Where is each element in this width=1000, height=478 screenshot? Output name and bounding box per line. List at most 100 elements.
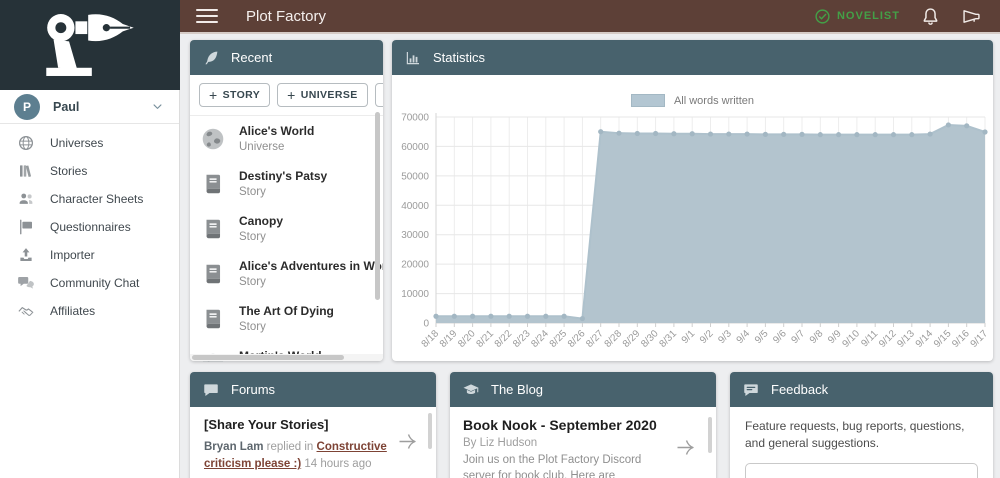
svg-text:8/24: 8/24 [529, 328, 551, 350]
svg-text:8/19: 8/19 [438, 328, 460, 350]
feedback-panel-header: Feedback [730, 372, 993, 407]
globe-solid-icon [200, 126, 226, 152]
recent-item-type: Universe [239, 141, 285, 153]
user-menu[interactable]: P Paul [0, 90, 179, 124]
svg-text:8/30: 8/30 [639, 328, 661, 350]
legend-label: All words written [673, 94, 755, 107]
handshake-icon [17, 302, 35, 320]
svg-text:8/18: 8/18 [420, 328, 442, 350]
feedback-input[interactable] [745, 462, 978, 478]
svg-text:8/29: 8/29 [621, 328, 643, 350]
recent-item[interactable]: Alice's Adventures in Won… Story [190, 251, 383, 296]
recent-item-title: Alice's World [239, 124, 315, 138]
page-title: Plot Factory [246, 7, 327, 25]
notifications-bell-icon[interactable] [920, 6, 941, 27]
import-button[interactable]: IMPORT [374, 83, 383, 107]
forum-author: Bryan Lam [204, 441, 264, 453]
blog-arrow-icon[interactable] [674, 435, 698, 459]
sidebar-item-affiliates[interactable]: Affiliates [0, 297, 179, 325]
blog-post[interactable]: Book Nook - September 2020 By Liz Hudson… [450, 407, 716, 478]
svg-text:9/7: 9/7 [790, 328, 808, 346]
sidebar-nav: Universes Stories Character Sheets Quest… [0, 124, 179, 325]
avatar: P [14, 93, 40, 120]
sidebar: P Paul Universes Stories Character Sheet… [0, 0, 180, 478]
sidebar-item-importer[interactable]: Importer [0, 241, 179, 269]
svg-text:8/26: 8/26 [566, 328, 588, 350]
check-circle-icon [814, 8, 831, 25]
sidebar-item-questionnaires[interactable]: Questionnaires [0, 213, 179, 241]
forums-panel-header: Forums [190, 372, 436, 407]
pen-machine-logo-icon [46, 14, 134, 76]
blog-panel-title: The Blog [491, 382, 544, 397]
plan-badge[interactable]: NOVELIST [814, 8, 900, 25]
new-universe-button[interactable]: + UNIVERSE [277, 83, 368, 107]
recent-actions: + STORY + UNIVERSE IMPORT [190, 75, 383, 116]
svg-text:8/20: 8/20 [456, 328, 478, 350]
statistics-panel-title: Statistics [433, 50, 486, 65]
svg-text:9/6: 9/6 [771, 328, 789, 346]
forum-arrow-icon[interactable] [396, 429, 420, 453]
svg-text:9/1: 9/1 [680, 328, 698, 346]
blog-panel-header: The Blog [450, 372, 716, 407]
svg-text:8/28: 8/28 [603, 328, 625, 350]
sidebar-item-label: Questionnaires [50, 220, 131, 234]
svg-text:9/14: 9/14 [914, 328, 936, 350]
svg-text:8/23: 8/23 [511, 328, 533, 350]
recent-item[interactable]: Canopy Story [190, 206, 383, 251]
sidebar-item-label: Universes [50, 136, 104, 150]
globe-icon [17, 134, 35, 152]
recent-item[interactable]: Destiny's Patsy Story [190, 161, 383, 206]
recent-list: Alice's World Universe Destiny's Patsy S… [190, 116, 383, 362]
speech-bubble-icon [202, 381, 220, 399]
sidebar-item-community-chat[interactable]: Community Chat [0, 269, 179, 297]
book-icon [200, 171, 226, 197]
svg-text:30000: 30000 [401, 230, 429, 241]
svg-text:9/16: 9/16 [950, 328, 972, 350]
forum-time: 14 hours ago [304, 458, 372, 471]
svg-text:8/21: 8/21 [474, 328, 496, 350]
sidebar-item-character-sheets[interactable]: Character Sheets [0, 185, 179, 213]
statistics-panel-header: Statistics [392, 40, 993, 75]
forum-post[interactable]: [Share Your Stories] Bryan Lam replied i… [190, 407, 436, 478]
svg-text:9/3: 9/3 [716, 328, 734, 346]
people-icon [17, 190, 35, 208]
svg-text:9/12: 9/12 [877, 328, 899, 350]
recent-item[interactable]: The Art Of Dying Story [190, 296, 383, 341]
recent-item-type: Story [239, 321, 266, 333]
announcements-megaphone-icon[interactable] [961, 6, 982, 27]
sidebar-item-universes[interactable]: Universes [0, 129, 179, 157]
new-story-button[interactable]: + STORY [199, 83, 271, 107]
sidebar-item-stories[interactable]: Stories [0, 157, 179, 185]
svg-text:10000: 10000 [401, 289, 429, 300]
svg-text:9/15: 9/15 [932, 328, 954, 350]
recent-panel-header: Recent [190, 40, 383, 75]
book-icon [200, 261, 226, 287]
feather-icon [202, 49, 220, 67]
blog-panel: The Blog Book Nook - September 2020 By L… [450, 372, 716, 478]
recent-horizontal-scrollbar[interactable] [192, 355, 344, 360]
book-icon [200, 216, 226, 242]
blog-scrollbar[interactable] [708, 417, 712, 453]
words-written-chart: 0 10000 20000 30000 40000 50000 60000 70000 8/18… [392, 110, 993, 360]
recent-panel-title: Recent [231, 50, 273, 65]
recent-item-title: Alice's Adventures in Won… [239, 259, 383, 273]
forums-scrollbar[interactable] [428, 413, 432, 449]
recent-item-title: The Art Of Dying [239, 304, 334, 318]
forum-action: replied in [266, 441, 314, 453]
forum-thread-link[interactable]: Constructive criticism please :) [204, 441, 387, 471]
svg-text:50000: 50000 [401, 171, 429, 182]
bar-chart-icon [404, 49, 422, 67]
recent-vertical-scrollbar[interactable] [375, 112, 380, 300]
menu-icon[interactable] [196, 9, 218, 23]
recent-item-type: Story [239, 276, 266, 288]
recent-item[interactable]: Alice's World Universe [190, 116, 383, 161]
plot-factory-logo[interactable] [0, 0, 180, 90]
sidebar-item-label: Character Sheets [50, 192, 144, 206]
recent-item-title: Destiny's Patsy [239, 169, 328, 183]
recent-panel: Recent + STORY + UNIVERSE IMPORT Alice's… [190, 40, 383, 362]
user-name: Paul [53, 99, 80, 114]
chevron-down-icon [150, 99, 165, 114]
svg-text:9/11: 9/11 [859, 328, 880, 349]
forum-post-title: [Share Your Stories] [204, 417, 329, 432]
sidebar-item-label: Importer [50, 248, 95, 262]
